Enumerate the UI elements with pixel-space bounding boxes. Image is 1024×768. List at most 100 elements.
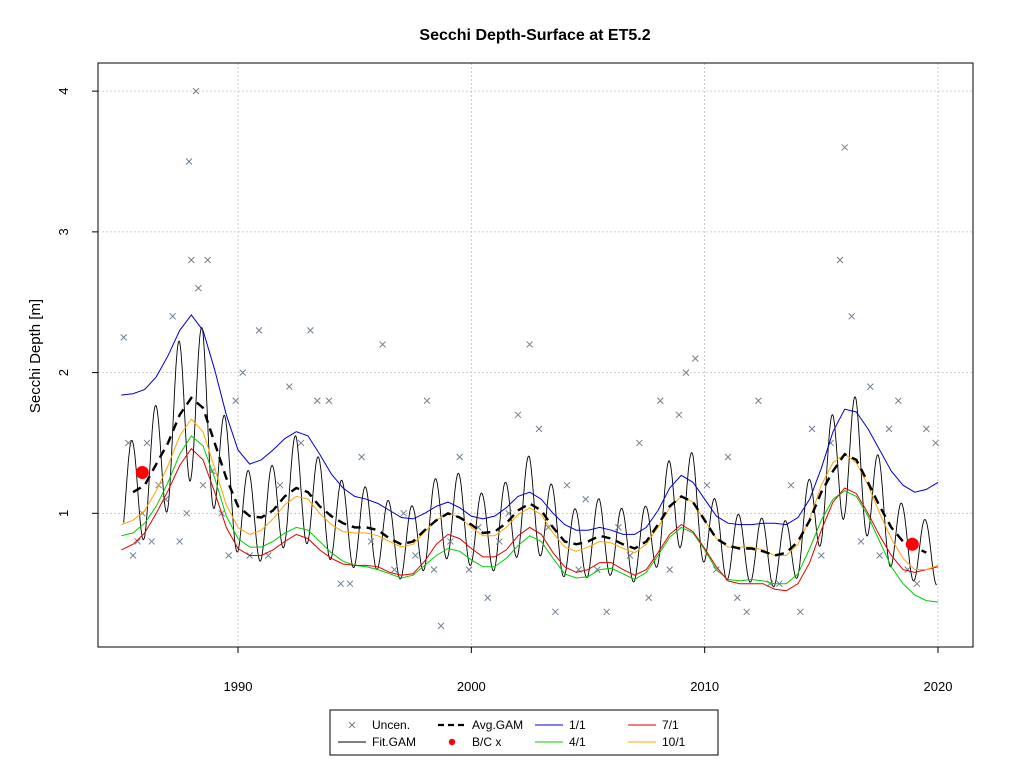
- avg-gam-line: [132, 396, 927, 557]
- observation-point: [143, 439, 151, 447]
- bc-markers: [135, 466, 919, 551]
- observation-point: [430, 566, 438, 573]
- observation-point: [656, 397, 664, 405]
- observation-point: [484, 594, 492, 602]
- y-axis-label: Secchi Depth [m]: [27, 299, 44, 413]
- observation-point: [743, 608, 751, 616]
- series-line-4-1: [121, 435, 939, 603]
- observation-point: [526, 341, 534, 348]
- series-line-1-1: [121, 314, 939, 535]
- observation-point: [894, 397, 902, 405]
- observation-point: [285, 383, 293, 391]
- observation-point: [866, 383, 874, 391]
- observation-point: [932, 439, 940, 447]
- axes: 1990 2000 2010 2020 1 2 3 4: [56, 88, 952, 694]
- observation-point: [162, 495, 170, 503]
- observation-point: [358, 453, 366, 461]
- observation-point: [199, 481, 207, 489]
- observation-point: [400, 509, 408, 517]
- observation-point: [666, 566, 674, 573]
- observation-point: [563, 481, 571, 489]
- x-tick-label: 1990: [224, 679, 253, 694]
- legend-item-uncen: Uncen.: [348, 718, 410, 732]
- legend-label: B/C x: [472, 735, 501, 749]
- legend-item-s7_1: 7/1: [628, 718, 679, 732]
- observation-point: [724, 453, 732, 461]
- avg-gam-series: [132, 396, 927, 557]
- chart-title: Secchi Depth-Surface at ET5.2: [419, 27, 650, 44]
- observation-point: [645, 594, 653, 602]
- observation-point: [754, 397, 762, 405]
- series-line-7-1: [121, 447, 939, 592]
- observation-point: [593, 566, 601, 573]
- observation-point: [733, 594, 741, 602]
- observation-point: [535, 425, 543, 433]
- observation-point: [187, 256, 195, 264]
- observation-point: [225, 552, 233, 559]
- legend-label: 10/1: [662, 735, 686, 749]
- observation-point: [465, 566, 473, 573]
- x-tick-label: 2020: [924, 679, 953, 694]
- observation-point: [337, 580, 345, 588]
- observation-point: [446, 538, 454, 545]
- legend-label: 1/1: [569, 718, 586, 732]
- observation-point: [194, 284, 202, 292]
- fit-gam-series: [123, 326, 937, 588]
- grid-lines: [98, 63, 973, 647]
- observation-point: [297, 439, 305, 447]
- observation-point: [682, 369, 690, 376]
- observation-point: [134, 538, 142, 545]
- observation-point: [913, 580, 921, 588]
- fit-gam-line: [123, 326, 937, 588]
- observation-point: [703, 481, 711, 489]
- observation-point: [239, 369, 247, 376]
- legend-label: 7/1: [662, 718, 679, 732]
- legend-label: Avg.GAM: [472, 718, 523, 732]
- observation-point: [796, 608, 804, 616]
- observation-point: [411, 552, 419, 559]
- legend-label: Uncen.: [372, 718, 410, 732]
- observation-point: [635, 439, 643, 447]
- y-tick-label: 1: [56, 510, 71, 517]
- observation-point: [124, 439, 132, 447]
- observation-point: [148, 538, 156, 545]
- observation-point: [885, 425, 893, 433]
- observation-point: [276, 481, 284, 489]
- y-tick-label: 4: [56, 88, 71, 95]
- x-tick-label: 2010: [690, 679, 719, 694]
- legend-symbol: [448, 738, 456, 746]
- observation-point: [185, 158, 193, 165]
- observation-point: [183, 509, 191, 517]
- plot-frame: [97, 62, 974, 648]
- legend-label: Fit.GAM: [372, 735, 416, 749]
- observation-point: [437, 622, 445, 630]
- observation-point: [836, 256, 844, 264]
- observation-point: [176, 538, 184, 545]
- legend-item-bc: B/C x: [448, 735, 501, 749]
- bc-point: [135, 466, 149, 480]
- legend-label: 4/1: [569, 735, 586, 749]
- legend-item-avg: Avg.GAM: [438, 718, 523, 732]
- legend-item-s10_1: 10/1: [628, 735, 686, 749]
- observation-point: [808, 425, 816, 433]
- observation-point: [313, 397, 321, 405]
- observation-point: [848, 312, 856, 320]
- observation-point: [346, 580, 354, 588]
- observation-point: [787, 481, 795, 489]
- observation-point: [614, 524, 622, 531]
- observation-point: [551, 608, 559, 616]
- observation-point: [505, 509, 513, 517]
- y-tick-label: 3: [56, 228, 71, 235]
- observation-point: [379, 341, 387, 348]
- observation-point: [325, 397, 333, 405]
- observation-point: [841, 144, 849, 151]
- observation-point: [255, 327, 263, 334]
- legend[interactable]: Uncen. Avg.GAM 1/1 7/1 Fit.GAM B/C x 4/1 10/1: [329, 709, 719, 756]
- observation-point: [603, 608, 611, 616]
- observation-point: [922, 425, 930, 433]
- observation-point: [390, 566, 398, 573]
- observation-point: [306, 327, 314, 334]
- observation-point: [626, 552, 634, 559]
- observation-point: [204, 256, 212, 264]
